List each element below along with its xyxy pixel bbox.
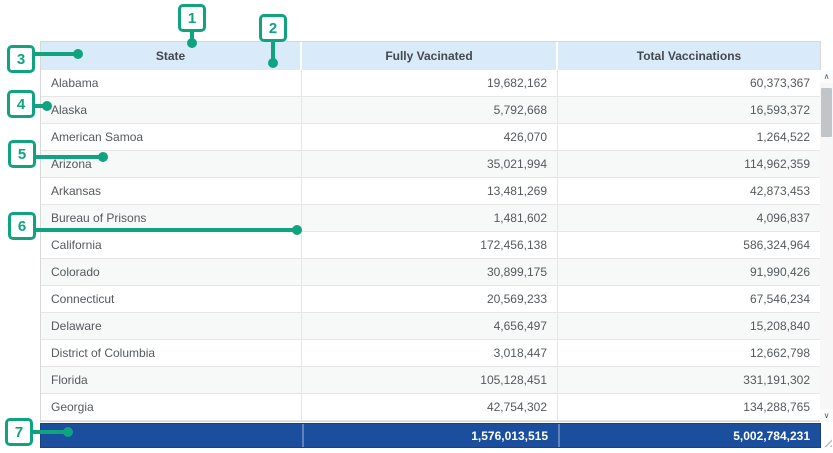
vertical-scrollbar[interactable]: ∧ ∨ — [820, 70, 833, 422]
cell-fully-vaccinated: 426,070 — [302, 124, 558, 150]
callout-5-line — [35, 155, 100, 159]
callout-6-label: 6 — [17, 217, 27, 235]
callout-2-line — [271, 41, 275, 60]
cell-total-vaccinations: 134,288,765 — [743, 400, 810, 414]
callout-7: 7 — [5, 418, 33, 446]
cell-total-vaccinations: 16,593,372 — [749, 103, 810, 117]
table-row[interactable]: California 172,456,138 586,324,964 — [41, 232, 820, 259]
cell-total-vaccinations: 15,208,840 — [749, 319, 810, 333]
chevron-up-icon: ∧ — [823, 72, 830, 81]
cell-total-vaccinations: 1,264,522 — [756, 130, 810, 144]
cell-total-vaccinations: 331,191,302 — [743, 373, 810, 387]
callout-3-label: 3 — [16, 50, 26, 68]
chevron-down-icon: ∨ — [823, 411, 830, 420]
callout-3-dot — [73, 49, 83, 59]
cell-state: Alaska — [41, 97, 302, 123]
totals-total-vaccinations-cell: 5,002,784,231 — [558, 424, 820, 447]
table-row[interactable]: Arkansas 13,481,269 42,873,453 — [41, 178, 820, 205]
callout-6: 6 — [8, 212, 36, 240]
callout-5: 5 — [8, 140, 36, 168]
cell-state: Colorado — [41, 259, 302, 285]
cell-state: Florida — [41, 367, 302, 393]
cell-state: Arkansas — [41, 178, 302, 204]
callout-7-dot — [63, 427, 73, 437]
table-row[interactable]: Alaska 5,792,668 16,593,372 — [41, 97, 820, 124]
column-header-state[interactable]: State — [41, 42, 302, 70]
callout-2-dot — [268, 58, 278, 68]
resize-grip[interactable] — [822, 437, 832, 447]
cell-total-vaccinations: 67,546,234 — [749, 292, 810, 306]
totals-row: 1,576,013,515 5,002,784,231 — [40, 423, 821, 448]
cell-total-vaccinations: 114,962,359 — [744, 157, 810, 171]
table-row[interactable]: American Samoa 426,070 1,264,522 — [41, 124, 820, 151]
cell-total-vaccinations: 4,096,837 — [756, 211, 810, 225]
callout-7-label: 7 — [14, 423, 24, 441]
cell-state: Connecticut — [41, 286, 302, 312]
cell-state: California — [41, 232, 302, 258]
cell-fully-vaccinated: 5,792,668 — [302, 97, 558, 123]
totals-fully-vaccinated-cell: 1,576,013,515 — [302, 424, 558, 447]
cell-fully-vaccinated: 3,018,447 — [302, 340, 558, 366]
callout-4-label: 4 — [16, 95, 26, 113]
table-row[interactable]: Georgia 42,754,302 134,288,765 — [41, 394, 820, 421]
cell-state: American Samoa — [41, 124, 302, 150]
cell-fully-vaccinated: 19,682,162 — [302, 70, 558, 96]
callout-1-dot — [187, 38, 197, 48]
cell-fully-vaccinated: 4,656,497 — [302, 313, 558, 339]
callout-2-label: 2 — [268, 19, 278, 37]
table-row[interactable]: Florida 105,128,451 331,191,302 — [41, 367, 820, 394]
scrollbar-thumb[interactable] — [821, 88, 832, 137]
scroll-down-button[interactable]: ∨ — [820, 409, 833, 422]
callout-1-line — [190, 31, 194, 41]
callout-1-label: 1 — [187, 9, 197, 27]
cell-state: Alabama — [41, 70, 302, 96]
cell-fully-vaccinated: 35,021,994 — [302, 151, 558, 177]
table-body: Alabama 19,682,162 60,373,367 Alaska 5,792,6… — [41, 70, 820, 421]
cell-state: District of Columbia — [41, 340, 302, 366]
cell-fully-vaccinated: 30,899,175 — [302, 259, 558, 285]
table-row[interactable]: Arizona 35,021,994 114,962,359 — [41, 151, 820, 178]
cell-total-vaccinations: 91,990,426 — [749, 265, 810, 279]
callout-4-dot — [42, 101, 52, 111]
callout-6-line — [34, 228, 294, 232]
cell-fully-vaccinated: 42,754,302 — [302, 394, 558, 420]
callout-6-dot — [292, 225, 302, 235]
callout-3: 3 — [7, 45, 35, 73]
cell-fully-vaccinated: 172,456,138 — [302, 232, 558, 258]
cell-state: Georgia — [41, 394, 302, 420]
table-row[interactable]: Alabama 19,682,162 60,373,367 — [41, 70, 820, 97]
column-header-fully-vaccinated[interactable]: Fully Vacinated — [302, 42, 558, 70]
callout-4: 4 — [7, 90, 35, 118]
callout-7-line — [32, 430, 65, 434]
callout-4-line — [34, 104, 44, 108]
table-row[interactable]: District of Columbia 3,018,447 12,662,798 — [41, 340, 820, 367]
callout-2: 2 — [259, 14, 287, 42]
cell-fully-vaccinated: 105,128,451 — [302, 367, 558, 393]
callout-5-dot — [98, 152, 108, 162]
cell-total-vaccinations: 42,873,453 — [749, 184, 810, 198]
attribute-table: State Fully Vacinated Total Vaccinations… — [40, 41, 821, 422]
callout-1: 1 — [178, 4, 206, 32]
cell-state: Arizona — [41, 151, 302, 177]
table-header-row: State Fully Vacinated Total Vaccinations — [41, 42, 820, 70]
callout-3-line — [34, 52, 75, 56]
cell-total-vaccinations: 60,373,367 — [749, 76, 810, 90]
table-row[interactable]: Bureau of Prisons 1,481,602 4,096,837 — [41, 205, 820, 232]
totals-state-cell — [41, 424, 302, 447]
table-row[interactable]: Colorado 30,899,175 91,990,426 — [41, 259, 820, 286]
column-header-total-vaccinations[interactable]: Total Vaccinations — [636, 49, 742, 63]
cell-state: Delaware — [41, 313, 302, 339]
cell-total-vaccinations: 12,662,798 — [749, 346, 810, 360]
table-row[interactable]: Delaware 4,656,497 15,208,840 — [41, 313, 820, 340]
callout-5-label: 5 — [17, 145, 27, 163]
cell-fully-vaccinated: 20,569,233 — [302, 286, 558, 312]
cell-state: Bureau of Prisons — [41, 205, 302, 231]
cell-total-vaccinations: 586,324,964 — [743, 238, 810, 252]
cell-fully-vaccinated: 1,481,602 — [302, 205, 558, 231]
table-row[interactable]: Connecticut 20,569,233 67,546,234 — [41, 286, 820, 313]
cell-fully-vaccinated: 13,481,269 — [302, 178, 558, 204]
scroll-up-button[interactable]: ∧ — [820, 70, 833, 83]
